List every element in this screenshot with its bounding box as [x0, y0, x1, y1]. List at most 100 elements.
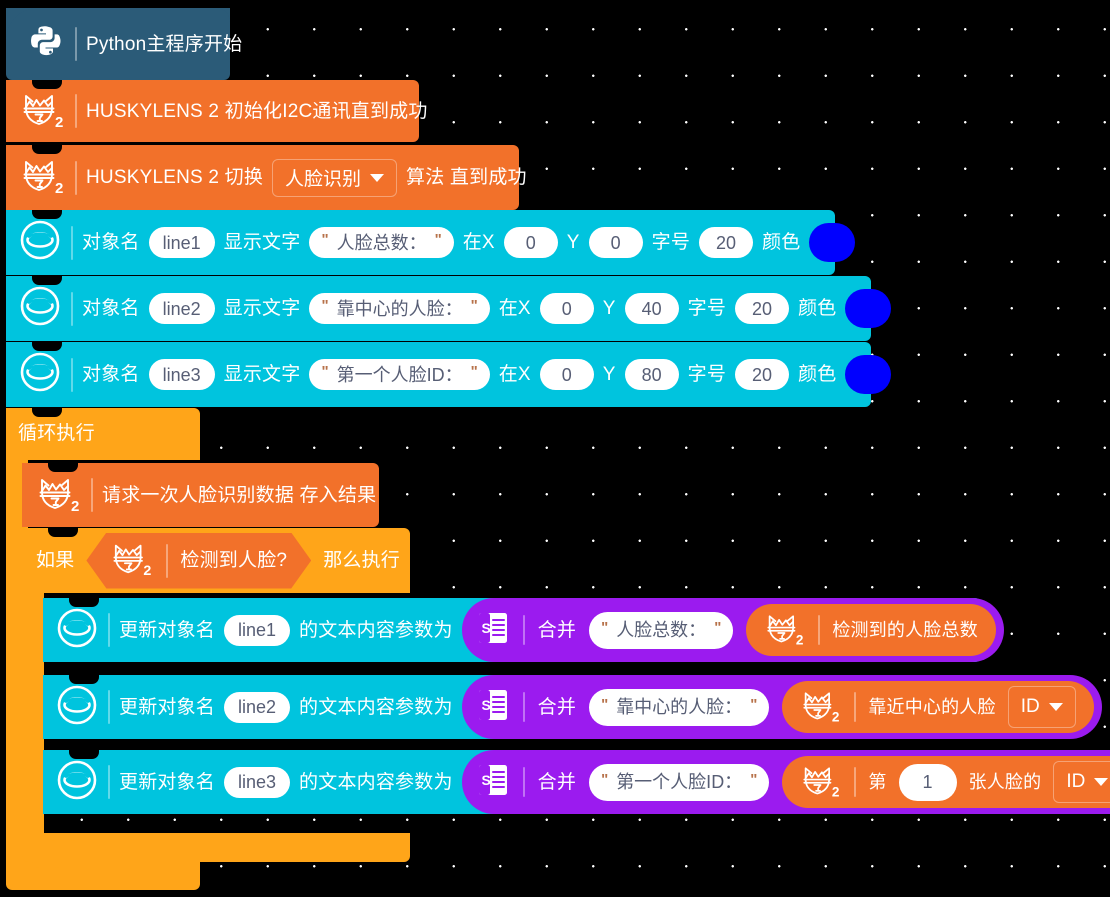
block-display-text-line2[interactable]: 对象名 line2 显示文字 " 靠中心的人脸： " 在X 0 Y 40 字号 …	[6, 276, 892, 341]
label-y: Y	[602, 364, 616, 385]
label-update-object: 更新对象名	[119, 619, 216, 641]
block-python-start[interactable]: Python主程序开始	[6, 8, 242, 80]
block-if-then[interactable]: 如果 2	[22, 528, 410, 862]
divider	[75, 27, 77, 61]
block-display-text-line3[interactable]: 对象名 line3 显示文字 " 第一个人脸ID： " 在X 0 Y 80 字号…	[6, 342, 892, 407]
if-header[interactable]: 如果 2	[22, 528, 410, 593]
block-string-join[interactable]: S 合并 " 靠中心的人脸： "	[461, 675, 1102, 739]
block-update-text-line3[interactable]: 更新对象名 line3 的文本内容参数为 S 合并	[43, 750, 1110, 814]
huskylens-init-label: HUSKYLENS 2 初始化I2C通讯直到成功	[86, 100, 428, 122]
svg-text:2: 2	[71, 498, 79, 514]
quote-mark: "	[321, 363, 329, 380]
reporter-property-dropdown[interactable]: ID	[1053, 761, 1110, 803]
join-text-field[interactable]: " 人脸总数： "	[589, 611, 734, 649]
divider	[522, 615, 525, 645]
y-field[interactable]: 40	[624, 293, 679, 324]
label-object-name: 对象名	[82, 364, 140, 385]
join-text-value: 人脸总数：	[616, 620, 707, 640]
condition-label: 检测到人脸?	[180, 550, 288, 571]
svg-text:2: 2	[144, 563, 152, 578]
notch	[32, 342, 62, 351]
divider	[91, 478, 93, 512]
huskylens-icon: 2	[20, 88, 66, 135]
label-show-text: 显示文字	[223, 364, 301, 385]
label-text-param: 的文本内容参数为	[299, 771, 453, 793]
text-field[interactable]: " 靠中心的人脸： "	[309, 293, 490, 324]
block-display-text-line1[interactable]: 对象名 line1 显示文字 " 人脸总数： " 在X 0 Y 0 字号 20 …	[6, 210, 856, 275]
object-name-field[interactable]: line3	[224, 766, 291, 798]
notch	[69, 750, 99, 759]
block-huskylens-switch-algorithm[interactable]: 2 HUSKYLENS 2 切换 人脸识别 算法 直到成功	[6, 145, 527, 210]
reporter-label: 靠近中心的人脸	[868, 697, 996, 717]
quote-mark: "	[470, 297, 478, 314]
text-field[interactable]: " 第一个人脸ID： "	[309, 359, 490, 390]
color-swatch[interactable]	[845, 355, 892, 394]
reporter-property-dropdown[interactable]: ID	[1007, 686, 1076, 728]
divider	[522, 692, 525, 722]
reporter-label-before: 第	[868, 772, 887, 792]
x-field[interactable]: 0	[539, 359, 594, 390]
face-index-field[interactable]: 1	[898, 763, 957, 801]
text-field-value: 靠中心的人脸：	[336, 298, 463, 319]
font-size-field[interactable]: 20	[735, 359, 790, 390]
algorithm-dropdown[interactable]: 人脸识别	[272, 158, 398, 197]
x-field[interactable]: 0	[539, 293, 594, 324]
color-swatch[interactable]	[845, 289, 892, 328]
y-field[interactable]: 0	[588, 227, 643, 258]
join-label: 合并	[537, 696, 577, 718]
block-huskylens-request-data[interactable]: 2 请求一次人脸识别数据 存入结果	[22, 463, 379, 527]
svg-text:2: 2	[55, 114, 63, 130]
label-y: Y	[566, 232, 580, 253]
text-field[interactable]: " 人脸总数： "	[309, 227, 454, 258]
join-text-field[interactable]: " 第一个人脸ID： "	[589, 763, 770, 801]
label-font-size: 字号	[687, 298, 727, 319]
divider	[108, 690, 110, 724]
chevron-down-icon	[1094, 778, 1109, 786]
label-color: 颜色	[798, 298, 837, 319]
y-field[interactable]: 80	[624, 359, 679, 390]
divider	[75, 160, 77, 195]
notch	[32, 210, 62, 219]
chevron-down-icon	[370, 173, 385, 182]
loop-header[interactable]: 循环执行	[6, 408, 200, 460]
divider	[108, 765, 110, 799]
color-swatch[interactable]	[809, 223, 856, 262]
label-color: 颜色	[762, 232, 801, 253]
object-name-field[interactable]: line1	[224, 614, 291, 646]
reporter-face-count[interactable]: 2 检测到的人脸总数	[746, 604, 996, 656]
font-size-field[interactable]: 20	[699, 227, 754, 258]
block-string-join[interactable]: S 合并 " 人脸总数： "	[461, 598, 1004, 662]
block-huskylens-init[interactable]: 2 HUSKYLENS 2 初始化I2C通讯直到成功	[6, 80, 427, 142]
block-update-text-line1[interactable]: 更新对象名 line1 的文本内容参数为 S 合并	[43, 598, 1004, 662]
notch	[32, 80, 62, 89]
object-name-field[interactable]: line2	[148, 293, 215, 324]
label-show-text: 显示文字	[223, 298, 301, 319]
x-field[interactable]: 0	[503, 227, 558, 258]
label-x: 在X	[498, 364, 531, 385]
switch-label-after: 算法 直到成功	[406, 167, 527, 188]
label-font-size: 字号	[651, 232, 691, 253]
join-label: 合并	[537, 619, 577, 641]
quote-mark: "	[750, 695, 758, 713]
notch	[69, 675, 99, 684]
divider	[854, 692, 857, 722]
condition-face-detected[interactable]: 2 检测到人脸?	[86, 533, 311, 589]
object-name-field[interactable]: line1	[148, 227, 215, 258]
reporter-center-face[interactable]: 2 靠近中心的人脸 ID	[782, 681, 1094, 733]
font-size-field[interactable]: 20	[735, 293, 790, 324]
python-start-label: Python主程序开始	[86, 33, 243, 55]
join-text-field[interactable]: " 靠中心的人脸： "	[589, 688, 770, 726]
divider	[71, 357, 73, 392]
object-name-field[interactable]: line2	[224, 691, 291, 723]
quote-mark: "	[470, 363, 478, 380]
label-show-text: 显示文字	[223, 232, 301, 253]
join-text-value: 第一个人脸ID：	[616, 772, 743, 792]
notch	[48, 528, 78, 537]
object-name-field[interactable]: line3	[148, 359, 215, 390]
reporter-nth-face[interactable]: 2 第 1 张人脸的 ID	[782, 756, 1110, 808]
block-string-join[interactable]: S 合并 " 第一个人脸ID： "	[461, 750, 1110, 814]
svg-text:2: 2	[55, 180, 63, 196]
loop-footer	[6, 860, 200, 890]
block-update-text-line2[interactable]: 更新对象名 line2 的文本内容参数为 S 合并	[43, 675, 1102, 739]
